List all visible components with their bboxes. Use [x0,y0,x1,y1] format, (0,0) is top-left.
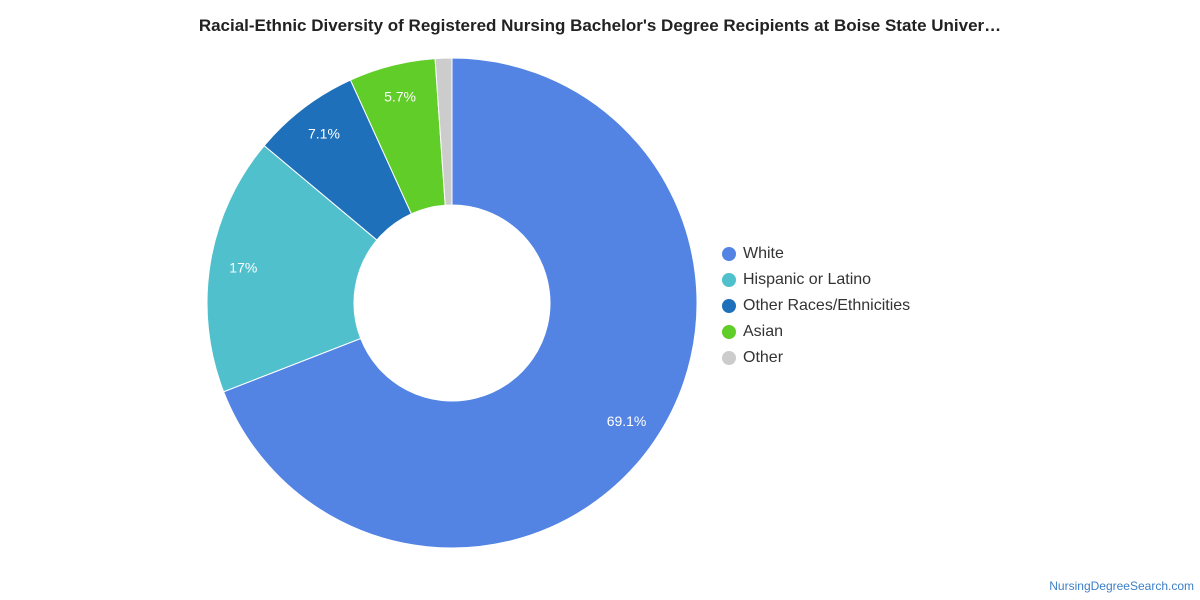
data-label-hispanic-or-latino: 17% [229,259,257,275]
legend-swatch-icon [722,325,736,339]
data-label-white: 69.1% [607,413,647,429]
legend-label: Asian [743,323,784,340]
legend-swatch-icon [722,273,736,287]
data-label-other-races-ethnicities: 7.1% [308,125,340,141]
legend-swatch-icon [722,247,736,261]
slice-hispanic-or-latino[interactable] [206,144,378,393]
legend-label: White [743,245,784,262]
slice-white[interactable] [222,57,698,549]
legend-item-hispanic-or-latino[interactable]: Hispanic or Latino [722,267,910,293]
legend-item-asian[interactable]: Asian [722,319,910,345]
data-label-asian: 5.7% [384,89,416,105]
chart-title: Racial-Ethnic Diversity of Registered Nu… [198,16,1002,35]
legend-label: Other [743,349,784,366]
legend-label: Hispanic or Latino [743,271,872,288]
legend-item-other[interactable]: Other [722,345,910,371]
legend-item-other-races-ethnicities[interactable]: Other Races/Ethnicities [722,293,910,319]
legend-label: Other Races/Ethnicities [743,297,911,314]
legend-swatch-icon [722,351,736,365]
slice-other[interactable] [434,57,453,206]
legend-item-white[interactable]: White [722,241,910,267]
chart-legend: White Hispanic or Latino Other Races/Ethni… [722,241,910,371]
source-link[interactable]: NursingDegreeSearch.com [1049,579,1194,593]
legend-swatch-icon [722,299,736,313]
